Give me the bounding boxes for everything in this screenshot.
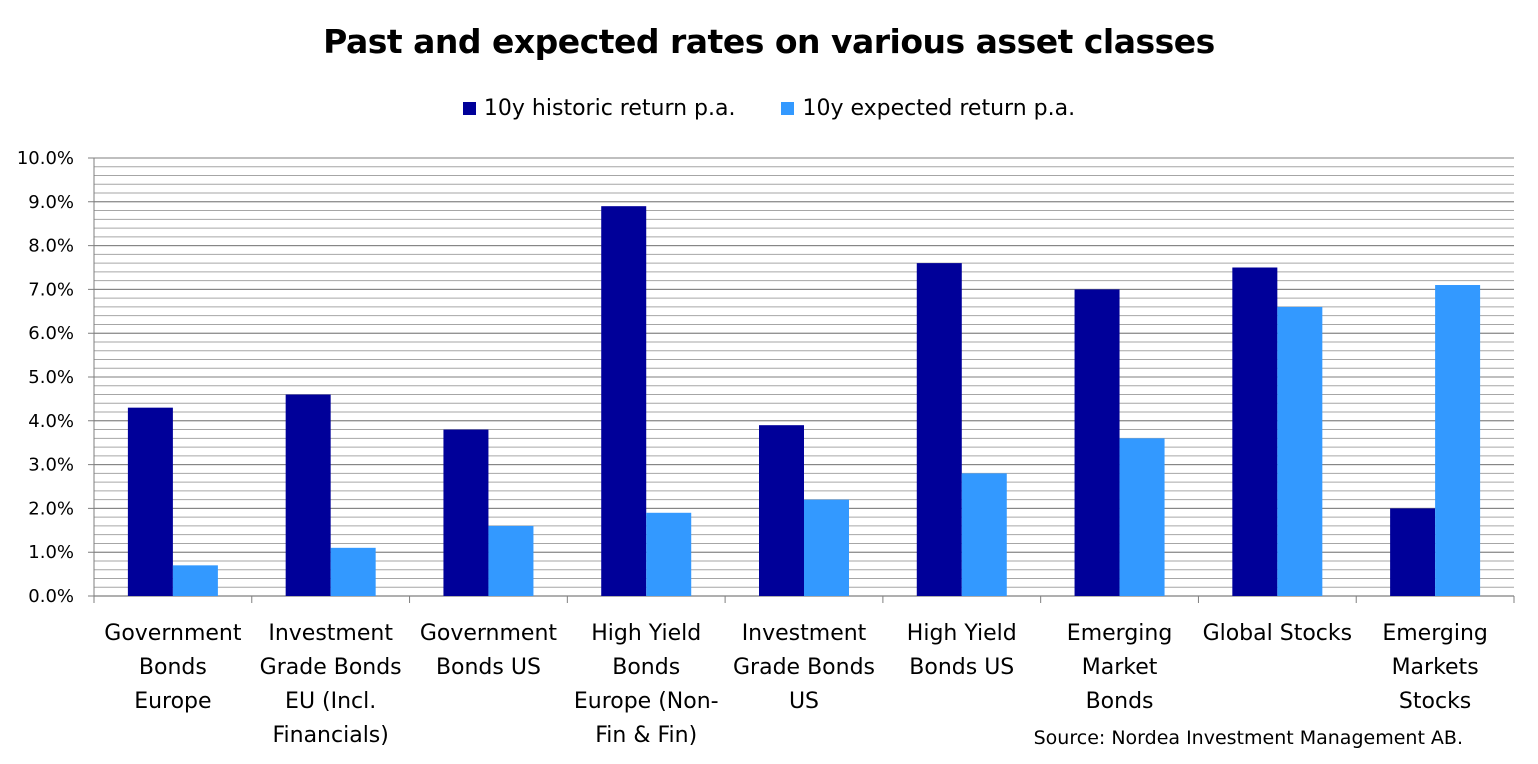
category-label: Bonds US: [436, 655, 541, 680]
category-label: Investment: [268, 621, 393, 646]
category-label: Europe (Non-: [574, 689, 719, 714]
bar-historic: [443, 429, 489, 596]
y-tick-label: 1.0%: [28, 542, 74, 563]
legend-swatch-expected: [781, 102, 795, 115]
legend-entry-historic: 10y historic return p.a.: [462, 96, 736, 121]
legend-label-expected: 10y expected return p.a.: [802, 96, 1076, 121]
category-label: Investment: [742, 621, 867, 646]
y-tick-label: 10.0%: [17, 148, 74, 169]
bar-expected: [804, 499, 849, 596]
bar-expected: [330, 547, 376, 596]
category-label: Bonds US: [909, 655, 1014, 680]
category-label: Government: [420, 621, 558, 646]
category-label: Government: [104, 621, 242, 646]
bar-expected: [488, 525, 534, 596]
bar-expected: [1435, 285, 1481, 596]
y-tick-label: 2.0%: [28, 498, 74, 519]
bar-expected: [1119, 438, 1165, 596]
legend-entry-expected: 10y expected return p.a.: [781, 96, 1075, 121]
category-label: Financials): [272, 723, 388, 748]
category-label: Bonds: [612, 655, 680, 680]
category-label: Bonds: [1086, 689, 1154, 714]
y-tick-label: 8.0%: [28, 236, 74, 257]
category-label: EU (Incl.: [285, 689, 376, 714]
category-label: Stocks: [1399, 689, 1471, 714]
category-label: High Yield: [907, 621, 1017, 646]
bar-historic: [759, 425, 804, 596]
legend-swatch-historic: [462, 102, 476, 115]
category-label: Markets: [1392, 655, 1479, 680]
category-label: Global Stocks: [1203, 621, 1353, 646]
bar-historic: [601, 206, 647, 596]
bar-expected: [646, 512, 692, 596]
bar-historic: [127, 407, 173, 596]
category-label: Europe: [134, 689, 211, 714]
bar-historic: [1232, 267, 1278, 596]
bar-expected: [172, 565, 218, 596]
y-tick-label: 4.0%: [28, 411, 74, 432]
category-label: High Yield: [591, 621, 701, 646]
y-tick-label: 7.0%: [28, 279, 74, 300]
y-tick-label: 6.0%: [28, 323, 74, 344]
category-label: Emerging: [1067, 621, 1173, 646]
bar-expected: [961, 473, 1007, 596]
y-tick-label: 9.0%: [28, 192, 74, 213]
category-label: Fin & Fin): [595, 723, 697, 748]
category-label: Bonds: [139, 655, 207, 680]
bar-historic: [1074, 289, 1120, 596]
category-label: Emerging: [1382, 621, 1488, 646]
bar-historic: [916, 263, 962, 596]
chart-title: Past and expected rates on various asset…: [323, 22, 1215, 61]
category-label: Grade Bonds: [260, 655, 402, 680]
category-label: US: [789, 689, 819, 714]
legend: 10y historic return p.a. 10y expected re…: [0, 96, 1538, 121]
category-label: Market: [1082, 655, 1158, 680]
bar-expected: [1277, 306, 1323, 596]
source-note: Source: Nordea Investment Management AB.: [1033, 727, 1463, 749]
bar-historic: [1390, 508, 1436, 596]
bar-historic: [285, 394, 331, 596]
y-tick-label: 5.0%: [28, 367, 74, 388]
y-tick-label: 0.0%: [28, 586, 74, 607]
legend-label-historic: 10y historic return p.a.: [483, 96, 736, 121]
y-tick-label: 3.0%: [28, 455, 74, 476]
category-label: Grade Bonds: [733, 655, 875, 680]
